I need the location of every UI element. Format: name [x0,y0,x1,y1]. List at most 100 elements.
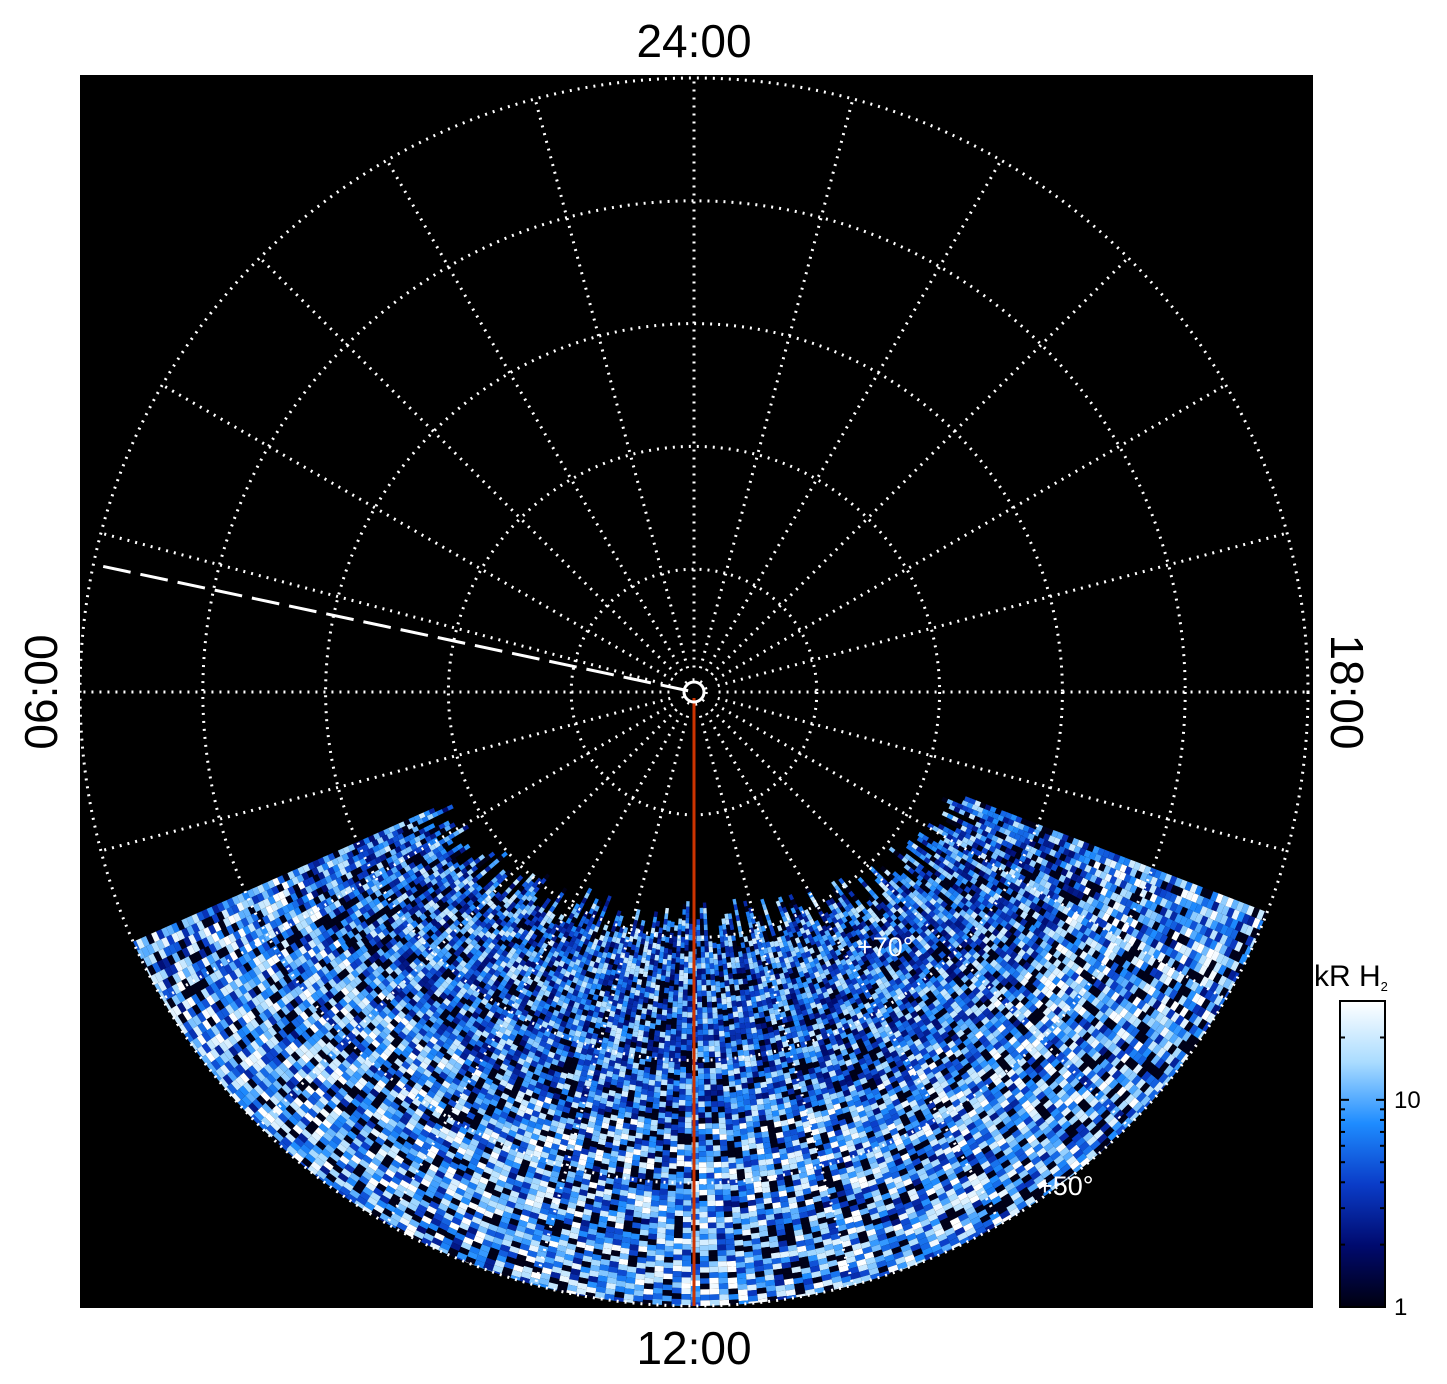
heatmap-cell [161,937,171,948]
heatmap-cell [522,994,531,1003]
heatmap-cell [229,990,239,1002]
heatmap-cell [383,1154,395,1164]
heatmap-cell [372,897,381,906]
heatmap-cell [318,924,327,934]
heatmap-cell [232,1020,243,1031]
heatmap-cell [625,1277,636,1284]
heatmap-cell [706,1156,714,1162]
heatmap-cell [506,1011,515,1020]
heatmap-cell [514,932,522,940]
heatmap-cell [154,983,163,994]
heatmap-cell [657,932,663,939]
heatmap-cell [507,897,514,905]
heatmap-cell [555,946,562,953]
heatmap-cell [252,1049,263,1061]
heatmap-cell [546,917,553,925]
heatmap-cell [281,1109,293,1120]
heatmap-cell [337,905,346,914]
heatmap-cell [263,1008,273,1019]
heatmap-cell [550,965,558,973]
heatmap-cell [271,885,280,895]
heatmap-cell [668,1168,677,1175]
heatmap-cell [682,1249,692,1256]
heatmap-cell [686,1023,693,1029]
heatmap-cell [705,1145,714,1151]
heatmap-cell [419,1049,429,1059]
heatmap-cell [648,1147,656,1154]
heatmap-cell [456,843,464,851]
heatmap-cell [703,924,708,931]
heatmap-cell [462,947,471,955]
heatmap-cell [658,957,664,964]
heatmap-cell [446,993,455,1002]
heatmap-cell [495,1006,504,1015]
heatmap-cell [401,825,409,833]
heatmap-cell [342,846,351,854]
heatmap-cell [401,1060,411,1070]
heatmap-cell [169,963,179,975]
heatmap-cell [674,979,679,985]
heatmap-cell [343,1045,354,1056]
heatmap-cell [488,851,496,859]
heatmap-cell [628,1255,638,1262]
heatmap-cell [456,991,465,1000]
heatmap-cell [330,1083,340,1094]
heatmap-cell [171,983,181,995]
heatmap-cell [303,901,312,911]
heatmap-cell [450,857,459,865]
heatmap-cell [338,1190,348,1198]
heatmap-cell [358,914,367,924]
heatmap-cell [437,1131,448,1140]
heatmap-cell [474,996,483,1005]
heatmap-cell [199,978,210,989]
heatmap-cell [402,995,411,1004]
heatmap-cell [432,1000,441,1009]
heatmap-cell [348,1114,359,1124]
heatmap-cell [413,877,421,886]
heatmap-cell [414,896,422,905]
heatmap-cell [677,997,683,1004]
heatmap-cell [360,988,370,998]
heatmap-cell [512,1038,521,1047]
heatmap-cell [704,1106,712,1113]
heatmap-cell [302,1019,313,1029]
heatmap-cell [329,1123,341,1134]
heatmap-cell [509,1019,518,1027]
heatmap-cell [229,951,239,962]
heatmap-cell [219,986,230,997]
heatmap-cell [227,915,237,925]
heatmap-cell [274,1116,285,1128]
heatmap-cell [472,929,480,937]
heatmap-cell [631,1113,639,1120]
heatmap-cell [498,929,506,937]
heatmap-cell [488,926,496,934]
heatmap-cell [684,1139,692,1145]
heatmap-cell [352,1137,363,1148]
heatmap-cell [238,984,248,995]
heatmap-cell [702,1012,708,1019]
heatmap-cell [347,877,355,886]
heatmap-cell [462,860,470,868]
heatmap-cell [667,1007,673,1014]
heatmap-cell [427,1075,437,1084]
heatmap-cell [394,904,403,912]
heatmap-cell [358,906,367,915]
heatmap-cell [411,1112,421,1122]
heatmap-cell [429,1085,439,1094]
heatmap-cell [484,1002,493,1011]
heatmap-cell [682,914,686,921]
heatmap-cell [450,914,459,922]
heatmap-cell [255,910,264,920]
heatmap-cell [233,958,243,969]
heatmap-cell [192,1015,202,1026]
heatmap-cell [490,1040,499,1049]
heatmap-cell [458,1110,468,1120]
heatmap-cell [266,966,276,977]
heatmap-cell [156,939,166,951]
heatmap-cell [245,1021,256,1033]
heatmap-cell [680,953,685,960]
heatmap-cell [417,874,426,883]
heatmap-cell [331,1181,343,1192]
heatmap-cell [293,1072,304,1083]
heatmap-cell [671,952,677,959]
